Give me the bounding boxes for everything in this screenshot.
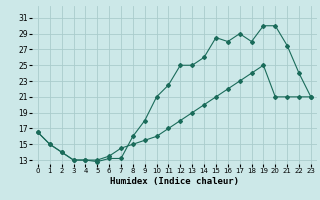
X-axis label: Humidex (Indice chaleur): Humidex (Indice chaleur) bbox=[110, 177, 239, 186]
